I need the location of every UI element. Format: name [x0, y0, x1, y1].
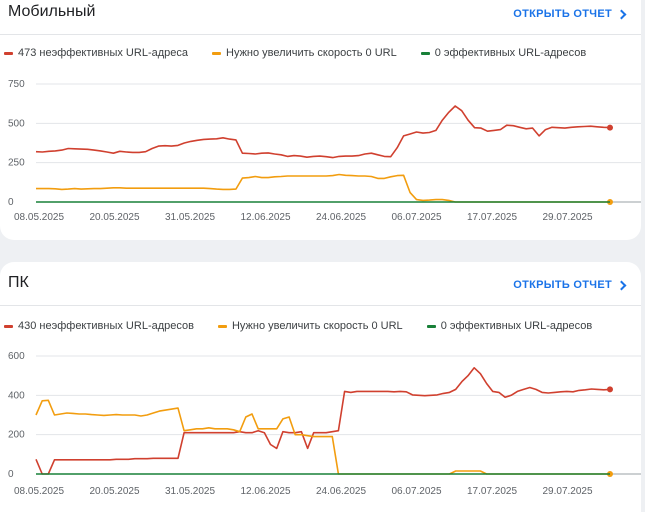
section-title: ПК [8, 274, 29, 291]
open-report-button[interactable]: ОТКРЫТЬ ОТЧЕТ [513, 8, 627, 20]
legend-label: 430 неэффективных URL-адресов [18, 320, 194, 332]
legend-label: 473 неэффективных URL-адреса [18, 47, 188, 59]
mobile-card: Мобильный ОТКРЫТЬ ОТЧЕТ 473 неэффективны… [0, 0, 641, 240]
series-line-poor [35, 367, 611, 475]
legend-item-good[interactable]: 0 эффективных URL-адресов [420, 47, 587, 59]
legend-item-poor[interactable]: 430 неэффективных URL-адресов [4, 320, 194, 332]
open-report-label: ОТКРЫТЬ ОТЧЕТ [513, 279, 612, 291]
legend-item-good[interactable]: 0 эффективных URL-адресов [426, 320, 593, 332]
section-title: Мобильный [8, 3, 96, 20]
x-tick-label: 08.05.2025 [14, 486, 64, 497]
legend-swatch-orange [212, 51, 221, 55]
legend-swatch-orange [217, 324, 227, 328]
legend-item-poor[interactable]: 473 неэффективных URL-адреса [4, 47, 188, 59]
legend-label: 0 эффективных URL-адресов [440, 320, 593, 332]
legend-label: Нужно увеличить скорость 0 URL [231, 320, 403, 332]
x-tick-label: 17.07.2025 [467, 486, 517, 497]
series-end-point [607, 386, 613, 393]
x-tick-label: 20.05.2025 [90, 486, 140, 497]
y-tick-label: 0 [8, 469, 14, 480]
legend-label: 0 эффективных URL-адресов [434, 47, 587, 59]
x-tick-label: 08.05.2025 [14, 212, 64, 223]
x-tick-label: 06.07.2025 [392, 212, 442, 223]
desktop-card: ПК ОТКРЫТЬ ОТЧЕТ 430 неэффективных URL-а… [0, 262, 641, 512]
desktop-line-chart[interactable]: 0 200 400 600 08.05.2025 20.05.2025 31.05.2025… [0, 346, 641, 497]
legend-item-needs-improvement[interactable]: Нужно увеличить скорость 0 URL [217, 320, 403, 332]
chart-legend: 430 неэффективных URL-адресов Нужно увел… [4, 320, 592, 332]
chart-legend: 473 неэффективных URL-адреса Нужно увели… [4, 47, 586, 59]
y-tick-label: 200 [8, 430, 25, 441]
legend-swatch-green [420, 51, 430, 55]
x-tick-label: 12.06.2025 [241, 212, 291, 223]
open-report-button[interactable]: ОТКРЫТЬ ОТЧЕТ [513, 279, 627, 291]
mobile-line-chart[interactable]: 0 250 500 750 08.05.2025 20.05.2025 31.05.2025… [0, 76, 641, 226]
x-tick-label: 24.06.2025 [316, 486, 366, 497]
x-tick-label: 17.07.2025 [467, 212, 517, 223]
series-end-point [607, 124, 613, 131]
x-tick-label: 06.07.2025 [392, 486, 442, 497]
x-tick-label: 29.07.2025 [543, 212, 593, 223]
divider [0, 305, 641, 306]
series-line-needs-improvement [36, 173, 610, 203]
x-tick-label: 31.05.2025 [165, 212, 215, 223]
x-tick-label: 29.07.2025 [543, 486, 593, 497]
legend-label: Нужно увеличить скорость 0 URL [226, 47, 397, 59]
legend-swatch-red [4, 51, 13, 55]
y-tick-label: 250 [8, 158, 25, 169]
y-tick-label: 750 [8, 79, 25, 90]
series-line-needs-improvement [35, 399, 610, 475]
x-tick-label: 31.05.2025 [165, 486, 215, 497]
x-tick-label: 20.05.2025 [90, 212, 140, 223]
y-tick-label: 600 [8, 351, 25, 362]
y-tick-label: 400 [8, 390, 25, 401]
chevron-right-icon [616, 280, 627, 291]
series-line-poor [35, 105, 611, 159]
x-tick-label: 12.06.2025 [241, 486, 291, 497]
y-tick-label: 0 [8, 197, 14, 208]
legend-item-needs-improvement[interactable]: Нужно увеличить скорость 0 URL [212, 47, 397, 59]
y-tick-label: 500 [8, 118, 25, 129]
legend-swatch-red [4, 324, 13, 328]
chevron-right-icon [616, 9, 627, 20]
legend-swatch-green [426, 324, 436, 328]
divider [0, 34, 641, 35]
x-tick-label: 24.06.2025 [316, 212, 366, 223]
open-report-label: ОТКРЫТЬ ОТЧЕТ [513, 8, 612, 20]
